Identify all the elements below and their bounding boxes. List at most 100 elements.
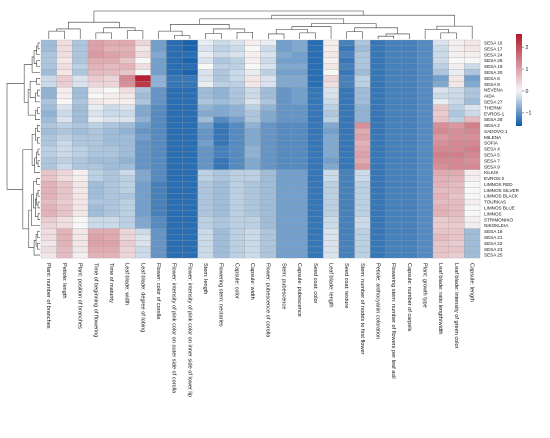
heatmap-cell xyxy=(276,75,293,82)
colorbar-tick-label: 0 xyxy=(526,89,529,95)
heatmap-cell xyxy=(56,104,73,111)
heatmap-cell xyxy=(197,92,214,100)
heatmap-cell xyxy=(432,251,449,259)
column-dendrogram-branch xyxy=(95,32,112,39)
heatmap-cell xyxy=(197,234,214,241)
heatmap-cell xyxy=(166,240,183,247)
heatmap-cell xyxy=(448,39,465,47)
heatmap-cell xyxy=(87,110,104,117)
heatmap-cell xyxy=(464,134,481,141)
heatmap-cell xyxy=(213,163,230,170)
heatmap-cell xyxy=(119,145,136,153)
heatmap-cell xyxy=(307,45,324,52)
heatmap-cell xyxy=(72,151,89,159)
heatmap-cell xyxy=(370,246,387,253)
heatmap-cell xyxy=(260,45,277,52)
heatmap-cell xyxy=(72,169,89,176)
heatmap-cell xyxy=(260,181,277,188)
row-dendrogram-branch xyxy=(37,89,40,97)
heatmap-cell xyxy=(401,151,418,159)
heatmap-cell xyxy=(150,145,167,153)
row-label: LIMNOS RED xyxy=(484,182,513,187)
heatmap-cell xyxy=(323,69,340,76)
heatmap-cell xyxy=(150,193,167,200)
heatmap-cell xyxy=(370,151,387,159)
heatmap-cell xyxy=(197,181,214,188)
heatmap-cell xyxy=(72,122,89,129)
heatmap-cell xyxy=(432,110,449,117)
heatmap-cell xyxy=(370,222,387,229)
heatmap-cell xyxy=(134,246,151,253)
heatmap-cell xyxy=(432,163,449,170)
heatmap-cell xyxy=(229,63,245,70)
heatmap-cell xyxy=(150,45,167,52)
row-label: SESA 20 xyxy=(484,70,503,75)
heatmap-cell xyxy=(276,87,293,94)
row-dendrogram-branch xyxy=(37,242,40,250)
heatmap-cell xyxy=(56,175,73,182)
heatmap-cell xyxy=(432,204,449,212)
heatmap-cell xyxy=(166,87,183,94)
heatmap-cell xyxy=(244,75,261,82)
colorbar-gradient xyxy=(516,34,522,126)
heatmap-cell xyxy=(166,145,183,153)
heatmap-cell xyxy=(370,104,387,111)
heatmap-cell xyxy=(134,75,151,82)
heatmap-cell xyxy=(432,45,449,52)
heatmap-cell xyxy=(181,216,198,223)
heatmap-cell xyxy=(260,63,277,70)
heatmap-cell xyxy=(260,204,277,212)
heatmap-cell xyxy=(103,75,120,82)
heatmap-cell xyxy=(291,87,308,94)
heatmap-cell xyxy=(103,193,120,200)
heatmap-cell xyxy=(323,151,340,159)
column-dendrogram-branch xyxy=(205,33,222,39)
heatmap-cell xyxy=(166,57,183,64)
heatmap-cell xyxy=(291,39,308,47)
heatmap-cell xyxy=(432,63,449,70)
heatmap-cell xyxy=(354,204,371,212)
heatmap-cell xyxy=(291,175,308,182)
heatmap-cell xyxy=(87,193,104,200)
column-dendrogram-branch xyxy=(213,28,246,34)
heatmap-cell xyxy=(103,216,120,223)
heatmap-cell xyxy=(401,39,418,47)
heatmap-cell xyxy=(370,98,387,105)
column-label: Seed coat: texture xyxy=(343,263,349,308)
heatmap-cell xyxy=(464,98,481,105)
heatmap-cell xyxy=(134,228,151,235)
heatmap-cell xyxy=(134,81,151,88)
heatmap-cell xyxy=(323,145,340,153)
heatmap-cell xyxy=(229,45,245,52)
heatmap-cell xyxy=(370,204,387,212)
heatmap-cell xyxy=(181,81,198,88)
heatmap-cell xyxy=(119,234,136,241)
column-label: Stem: pubescence xyxy=(280,263,286,309)
heatmap-cell xyxy=(417,204,434,212)
heatmap-cell xyxy=(417,98,434,105)
heatmap-cell xyxy=(276,69,293,76)
heatmap-cell xyxy=(370,87,387,94)
row-dendrogram-branch xyxy=(36,60,40,67)
heatmap-cell xyxy=(432,69,449,76)
heatmap-cell xyxy=(87,246,104,253)
heatmap-cell xyxy=(260,39,277,47)
heatmap-cell xyxy=(40,222,57,229)
heatmap-cell xyxy=(401,116,418,123)
heatmap-cell xyxy=(40,104,57,111)
heatmap-cell xyxy=(181,92,198,100)
column-label: Flower: intensity of pink color on inner… xyxy=(186,263,192,397)
heatmap-cell xyxy=(291,57,308,64)
heatmap-cell xyxy=(417,181,434,188)
row-dendrogram-branch xyxy=(36,45,40,56)
heatmap-cell xyxy=(197,193,214,200)
heatmap-cell xyxy=(385,104,402,111)
heatmap-cell xyxy=(370,234,387,241)
heatmap-cell xyxy=(150,251,167,259)
heatmap-cell xyxy=(385,63,402,70)
heatmap-cell xyxy=(401,87,418,94)
heatmap-cell xyxy=(464,69,481,76)
heatmap-cell xyxy=(213,81,230,88)
row-label: NEVENA xyxy=(484,88,504,93)
heatmap-cell xyxy=(385,157,402,164)
